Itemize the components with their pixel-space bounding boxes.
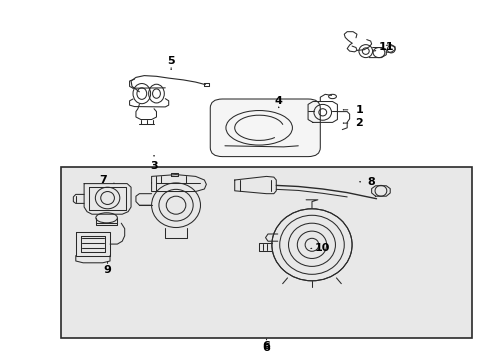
Text: 6: 6 [262,341,270,351]
Text: 7: 7 [99,175,106,185]
Text: 6: 6 [262,343,270,353]
Bar [61,167,471,338]
Text: 4: 4 [274,96,282,106]
Text: 2: 2 [355,118,363,128]
Text: 1: 1 [355,105,363,115]
Text: 5: 5 [167,56,175,66]
Text: 11: 11 [378,42,393,52]
Text: 3: 3 [150,161,158,171]
Ellipse shape [271,209,351,281]
Text: 8: 8 [367,177,375,187]
Text: 9: 9 [103,265,111,275]
Text: 10: 10 [314,243,330,253]
FancyBboxPatch shape [210,99,320,157]
